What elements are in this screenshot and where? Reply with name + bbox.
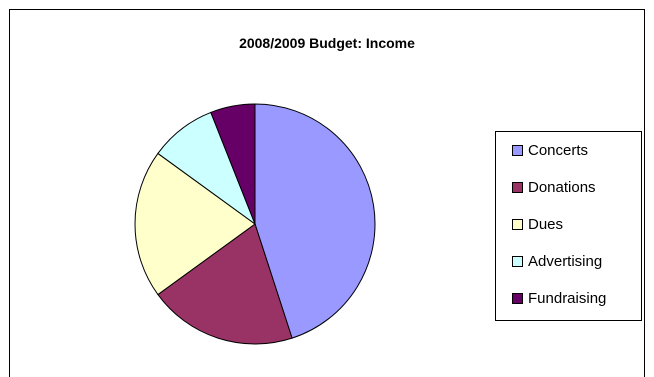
legend-item-advertising: Advertising (512, 251, 602, 271)
pie-slice-donations (157, 223, 293, 345)
legend-label: Dues (528, 215, 564, 233)
pie-slice-dues (134, 152, 256, 296)
pie-slice-concerts (254, 103, 376, 339)
legend-label: Advertising (528, 252, 603, 270)
legend-swatch (512, 144, 523, 156)
legend-item-concerts: Concerts (512, 140, 588, 160)
legend-swatch (512, 255, 523, 267)
pie-slice-fundraising (210, 103, 256, 225)
legend: Concerts Donations Dues Advertising Fundrais… (495, 131, 642, 321)
legend-label: Fundraising (528, 289, 607, 307)
legend-item-donations: Donations (512, 177, 596, 197)
legend-swatch (512, 181, 523, 193)
legend-item-dues: Dues (512, 214, 563, 234)
legend-swatch (512, 218, 523, 230)
legend-item-fundraising: Fundraising (512, 288, 606, 308)
chart-title: 2008/2009 Budget: Income (239, 35, 415, 51)
legend-swatch (512, 292, 523, 304)
legend-label: Donations (528, 178, 596, 196)
legend-label: Concerts (528, 141, 589, 159)
